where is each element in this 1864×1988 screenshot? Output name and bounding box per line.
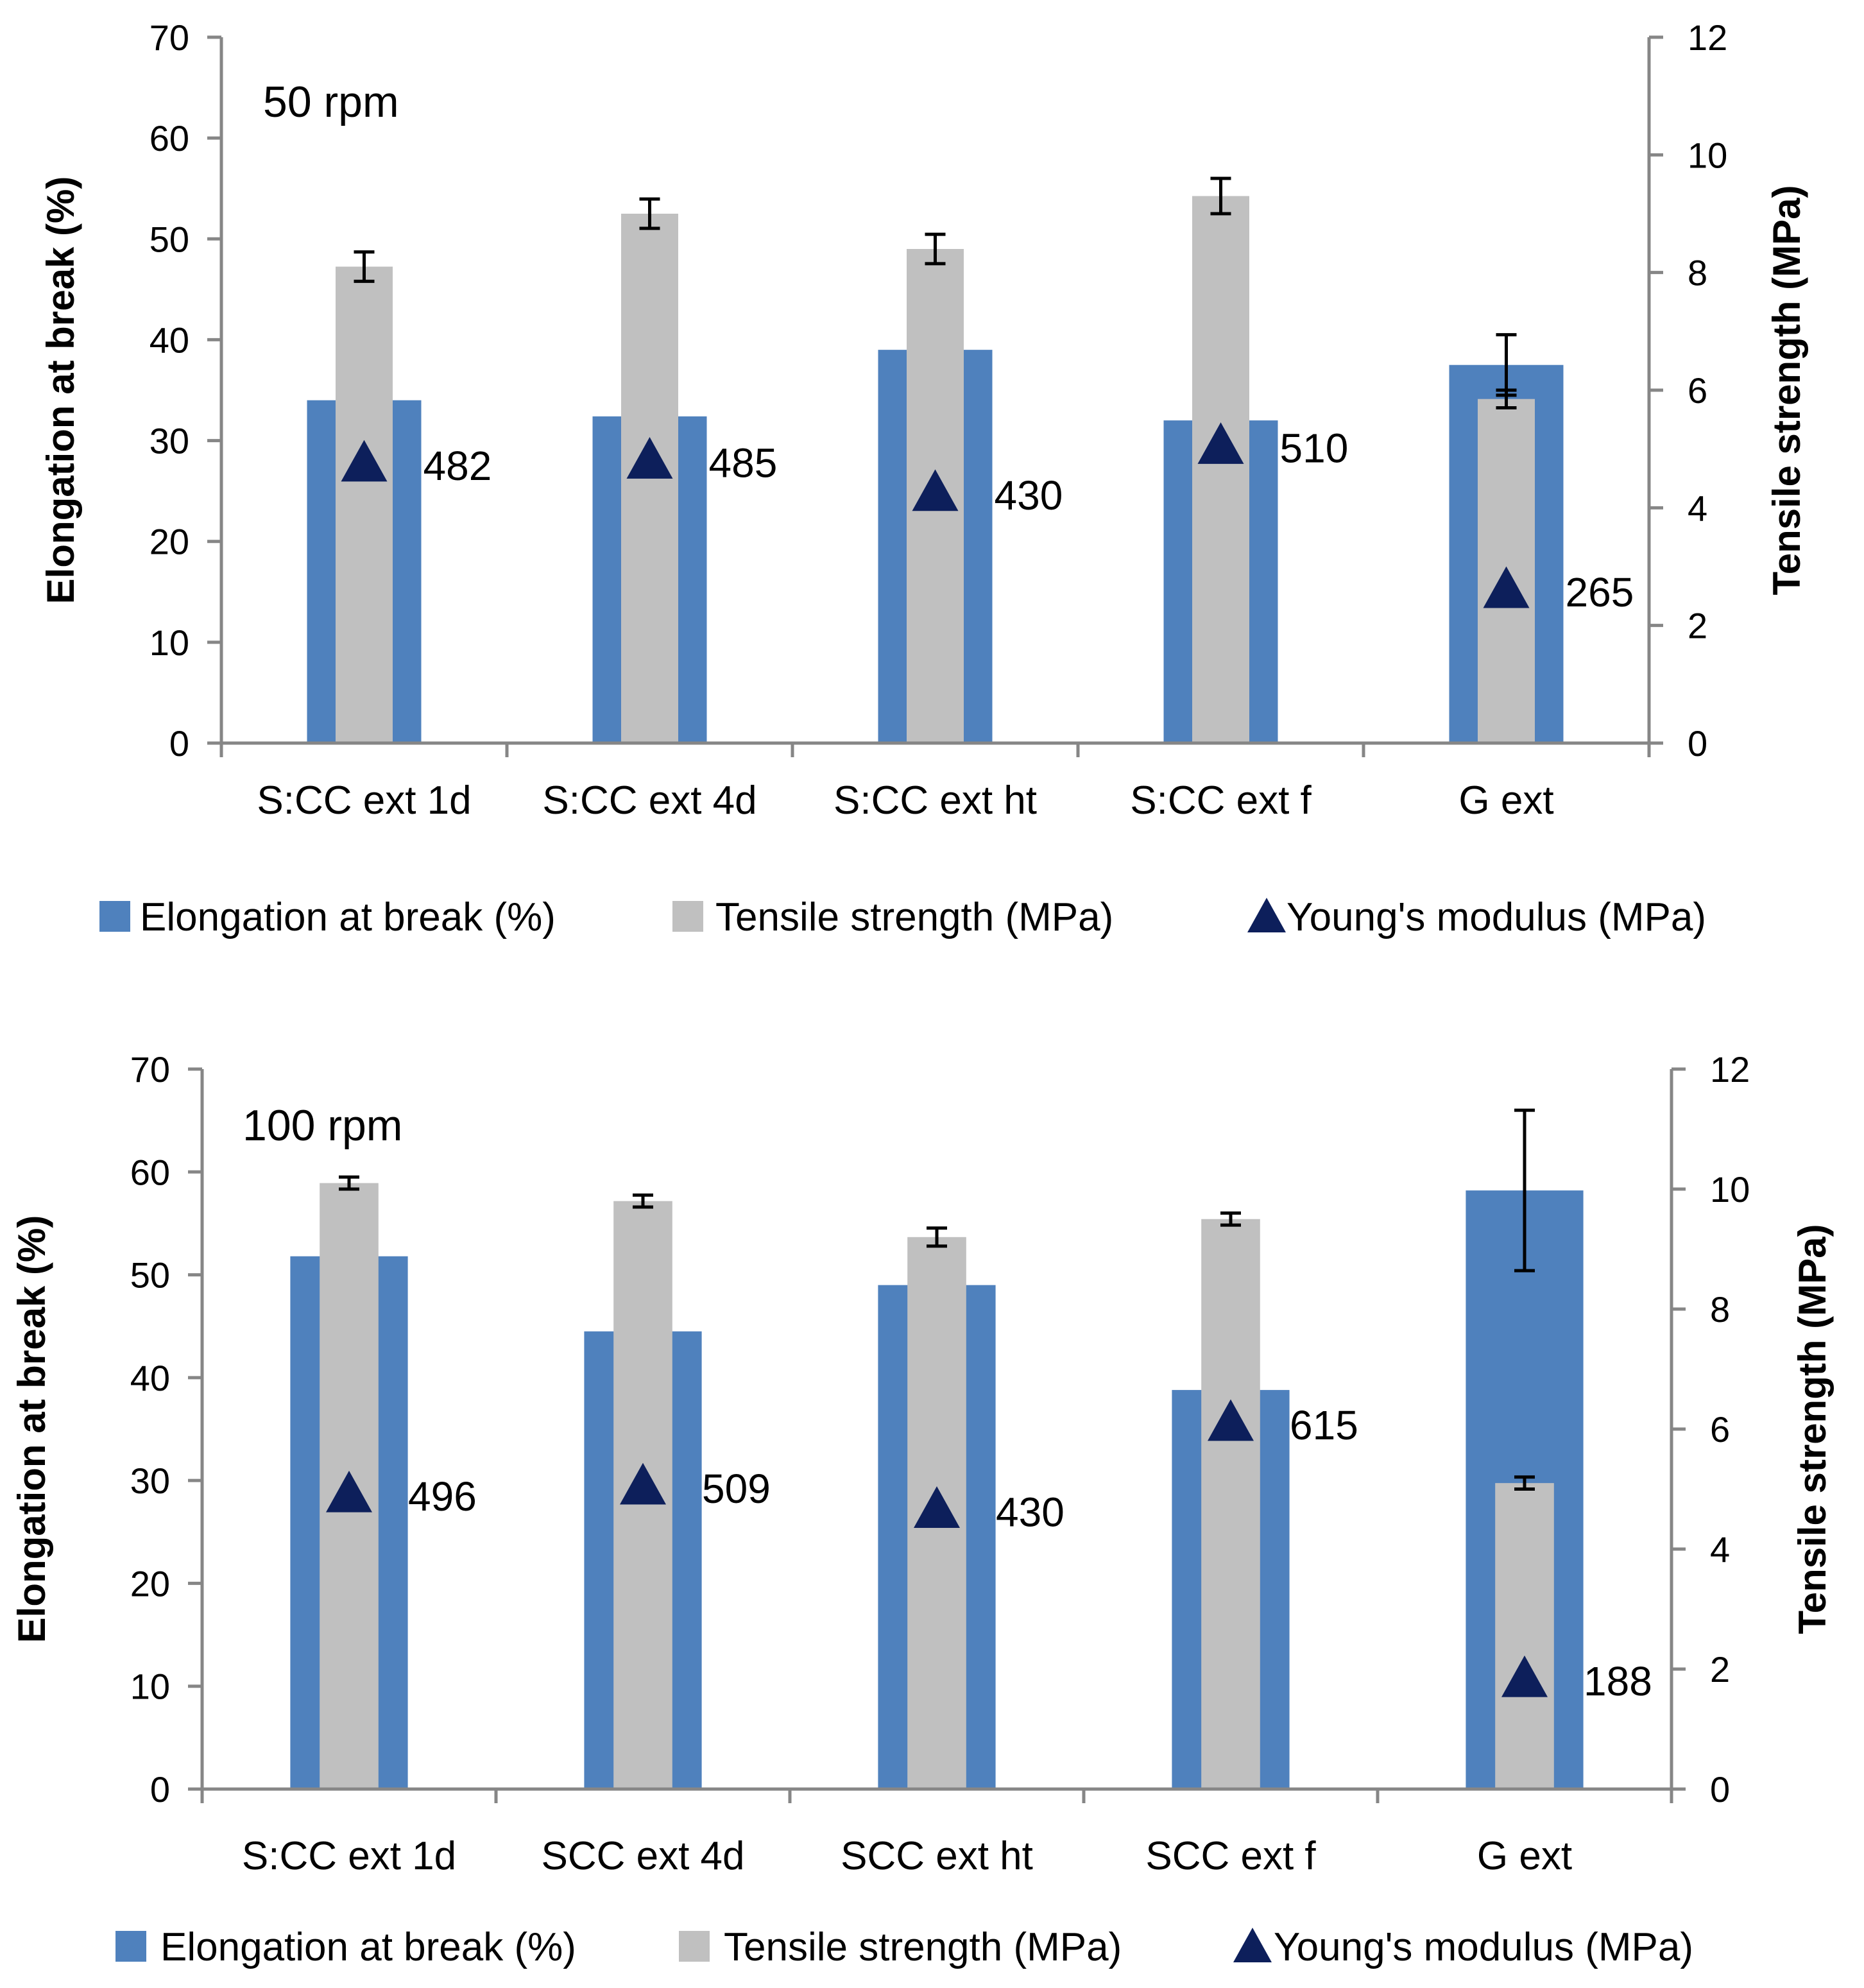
legend-swatch-modulus (1247, 898, 1286, 932)
category-label: S:CC ext 1d (257, 778, 471, 823)
modulus-data-label: 482 (423, 443, 492, 489)
right-tick-label: 4 (1710, 1529, 1730, 1570)
legend-label-elongation: Elongation at break (%) (140, 895, 556, 939)
left-tick-label: 50 (150, 219, 189, 259)
modulus-data-label: 485 (709, 440, 778, 486)
tensile-error-bar (925, 232, 946, 266)
tensile-bar (1192, 196, 1249, 743)
modulus-data-label: 615 (1290, 1402, 1358, 1448)
left-tick-label: 30 (130, 1461, 170, 1501)
tensile-error-bar (1496, 388, 1517, 409)
modulus-marker (914, 1486, 960, 1528)
modulus-marker (620, 1462, 666, 1505)
modulus-marker (326, 1470, 372, 1512)
rpm-annotation: 100 rpm (243, 1101, 402, 1150)
left-tick-label: 50 (130, 1255, 170, 1296)
legend-swatch-tensile (672, 901, 703, 932)
tensile-error-bar (639, 197, 660, 230)
category-label: G ext (1458, 778, 1553, 823)
right-tick-label: 2 (1688, 606, 1707, 646)
elongation-error-bar (1514, 1108, 1535, 1272)
modulus-data-label: 265 (1566, 569, 1634, 615)
left-tick-label: 0 (169, 723, 189, 764)
y-axis-title: Elongation at break (%) (10, 1215, 53, 1643)
legend-label-modulus: Young's modulus (MPa) (1287, 895, 1706, 939)
tensile-error-bar (339, 1175, 359, 1191)
tensile-error-bar (354, 250, 375, 283)
chart-panel-1: 482 485 430 510 265 0 10 20 30 40 50 60 70 0 2 4 6 8 10 12 S… (39, 17, 1808, 939)
modulus-marker (1197, 422, 1244, 464)
tensile-bar (336, 266, 393, 743)
modulus-data-label: 510 (1280, 425, 1349, 472)
tensile-bar (1201, 1219, 1260, 1789)
tensile-error-bar (927, 1226, 947, 1248)
legend-label-tensile: Tensile strength (MPa) (715, 895, 1113, 939)
category-label: S:CC ext 1d (242, 1834, 456, 1878)
legend-swatch-elongation (115, 1931, 146, 1962)
legend-label-tensile: Tensile strength (MPa) (724, 1925, 1122, 1969)
rpm-annotation: 50 rpm (263, 78, 399, 126)
right-tick-label: 6 (1688, 370, 1707, 411)
left-tick-label: 70 (150, 17, 189, 58)
category-label: SCC ext ht (841, 1834, 1033, 1878)
modulus-marker (626, 437, 673, 479)
right-tick-label: 6 (1710, 1409, 1730, 1450)
right-tick-label: 2 (1710, 1649, 1730, 1690)
legend-swatch-modulus (1233, 1928, 1272, 1962)
left-tick-label: 30 (150, 421, 189, 461)
category-label: S:CC ext 4d (542, 778, 757, 823)
right-tick-label: 12 (1688, 17, 1727, 58)
tensile-error-bar (1210, 176, 1231, 216)
legend: Elongation at break (%) Tensile strength … (99, 895, 1706, 939)
legend-swatch-tensile (679, 1931, 710, 1962)
y2-axis-title: Tensile strength (MPa) (1791, 1224, 1834, 1634)
chart-panel-2: 496 509 430 615 188 0 10 20 30 40 50 60 70 0 2 4 6 8 10 12 S… (10, 1049, 1834, 1969)
left-tick-label: 40 (130, 1358, 170, 1398)
right-tick-label: 4 (1688, 488, 1707, 528)
tensile-error-bar (1514, 1475, 1535, 1491)
modulus-data-label: 188 (1584, 1658, 1652, 1704)
tensile-error-bar (633, 1193, 653, 1209)
right-tick-label: 0 (1688, 723, 1707, 764)
right-tick-label: 0 (1710, 1769, 1730, 1810)
right-tick-label: 12 (1710, 1049, 1750, 1090)
modulus-data-label: 496 (408, 1473, 477, 1520)
modulus-data-label: 430 (996, 1489, 1065, 1536)
modulus-marker (1208, 1399, 1254, 1441)
legend-swatch-elongation (99, 901, 130, 932)
right-tick-label: 8 (1688, 253, 1707, 293)
modulus-marker (341, 440, 388, 482)
left-tick-label: 70 (130, 1049, 170, 1090)
modulus-marker (1501, 1655, 1548, 1697)
legend-label-modulus: Young's modulus (MPa) (1274, 1925, 1693, 1969)
legend: Elongation at break (%) Tensile strength … (115, 1925, 1693, 1969)
category-label: SCC ext f (1145, 1834, 1316, 1878)
y-axis-title: Elongation at break (%) (39, 176, 82, 604)
category-label: G ext (1477, 1834, 1572, 1878)
modulus-marker (1483, 566, 1530, 608)
legend-label-elongation: Elongation at break (%) (160, 1925, 576, 1969)
tensile-bar (1495, 1483, 1554, 1789)
category-label: S:CC ext f (1130, 778, 1312, 823)
left-tick-label: 0 (150, 1769, 170, 1810)
y2-axis-title: Tensile strength (MPa) (1765, 185, 1808, 596)
modulus-data-label: 509 (702, 1466, 771, 1512)
right-tick-label: 8 (1710, 1289, 1730, 1330)
category-label: SCC ext 4d (541, 1834, 744, 1878)
modulus-data-label: 430 (995, 472, 1063, 518)
category-label: S:CC ext ht (834, 778, 1037, 823)
modulus-marker (912, 469, 959, 511)
left-tick-label: 10 (150, 622, 189, 663)
left-tick-label: 20 (130, 1563, 170, 1604)
left-tick-label: 60 (130, 1152, 170, 1192)
left-tick-label: 10 (130, 1667, 170, 1707)
left-tick-label: 20 (150, 522, 189, 562)
left-tick-label: 60 (150, 118, 189, 159)
right-tick-label: 10 (1688, 135, 1727, 175)
tensile-error-bar (1220, 1211, 1241, 1227)
left-tick-label: 40 (150, 320, 189, 360)
right-tick-label: 10 (1710, 1169, 1750, 1210)
